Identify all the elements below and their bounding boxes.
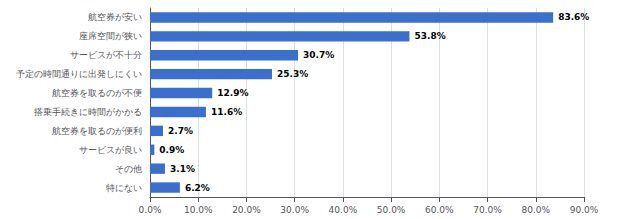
svg-text:12.9%: 12.9% [217, 88, 248, 98]
svg-text:60.0%: 60.0% [425, 205, 454, 215]
svg-text:航空券が安い: 航空券が安い [88, 12, 142, 22]
svg-text:特にない: 特にない [106, 183, 142, 193]
svg-text:航空券を取るのが便利: 航空券を取るのが便利 [52, 126, 142, 136]
svg-text:搭乗手続きに時間がかかる: 搭乗手続きに時間がかかる [34, 107, 142, 117]
svg-text:30.7%: 30.7% [303, 50, 334, 60]
svg-text:50.0%: 50.0% [377, 205, 406, 215]
svg-text:30.0%: 30.0% [280, 205, 309, 215]
svg-text:70.0%: 70.0% [473, 205, 502, 215]
svg-text:53.8%: 53.8% [414, 31, 445, 41]
svg-text:80.0%: 80.0% [521, 205, 550, 215]
svg-text:90.0%: 90.0% [570, 205, 599, 215]
svg-text:0.9%: 0.9% [159, 145, 184, 155]
svg-text:座席空間が狭い: 座席空間が狭い [79, 31, 142, 41]
svg-text:40.0%: 40.0% [329, 205, 358, 215]
svg-text:その他: その他 [115, 164, 142, 174]
svg-text:予定の時間通りに出発しにくい: 予定の時間通りに出発しにくい [16, 69, 142, 79]
svg-text:10.0%: 10.0% [184, 205, 213, 215]
svg-text:3.1%: 3.1% [170, 164, 195, 174]
svg-text:83.6%: 83.6% [558, 12, 589, 22]
svg-text:6.2%: 6.2% [185, 183, 210, 193]
svg-text:20.0%: 20.0% [232, 205, 261, 215]
svg-text:航空券を取るのが不便: 航空券を取るのが不便 [52, 88, 142, 98]
svg-text:25.3%: 25.3% [277, 69, 308, 79]
svg-text:サービスが良い: サービスが良い [79, 145, 142, 155]
svg-text:2.7%: 2.7% [168, 126, 193, 136]
svg-text:サービスが不十分: サービスが不十分 [70, 50, 142, 60]
svg-text:11.6%: 11.6% [211, 107, 242, 117]
svg-text:0.0%: 0.0% [139, 205, 162, 215]
